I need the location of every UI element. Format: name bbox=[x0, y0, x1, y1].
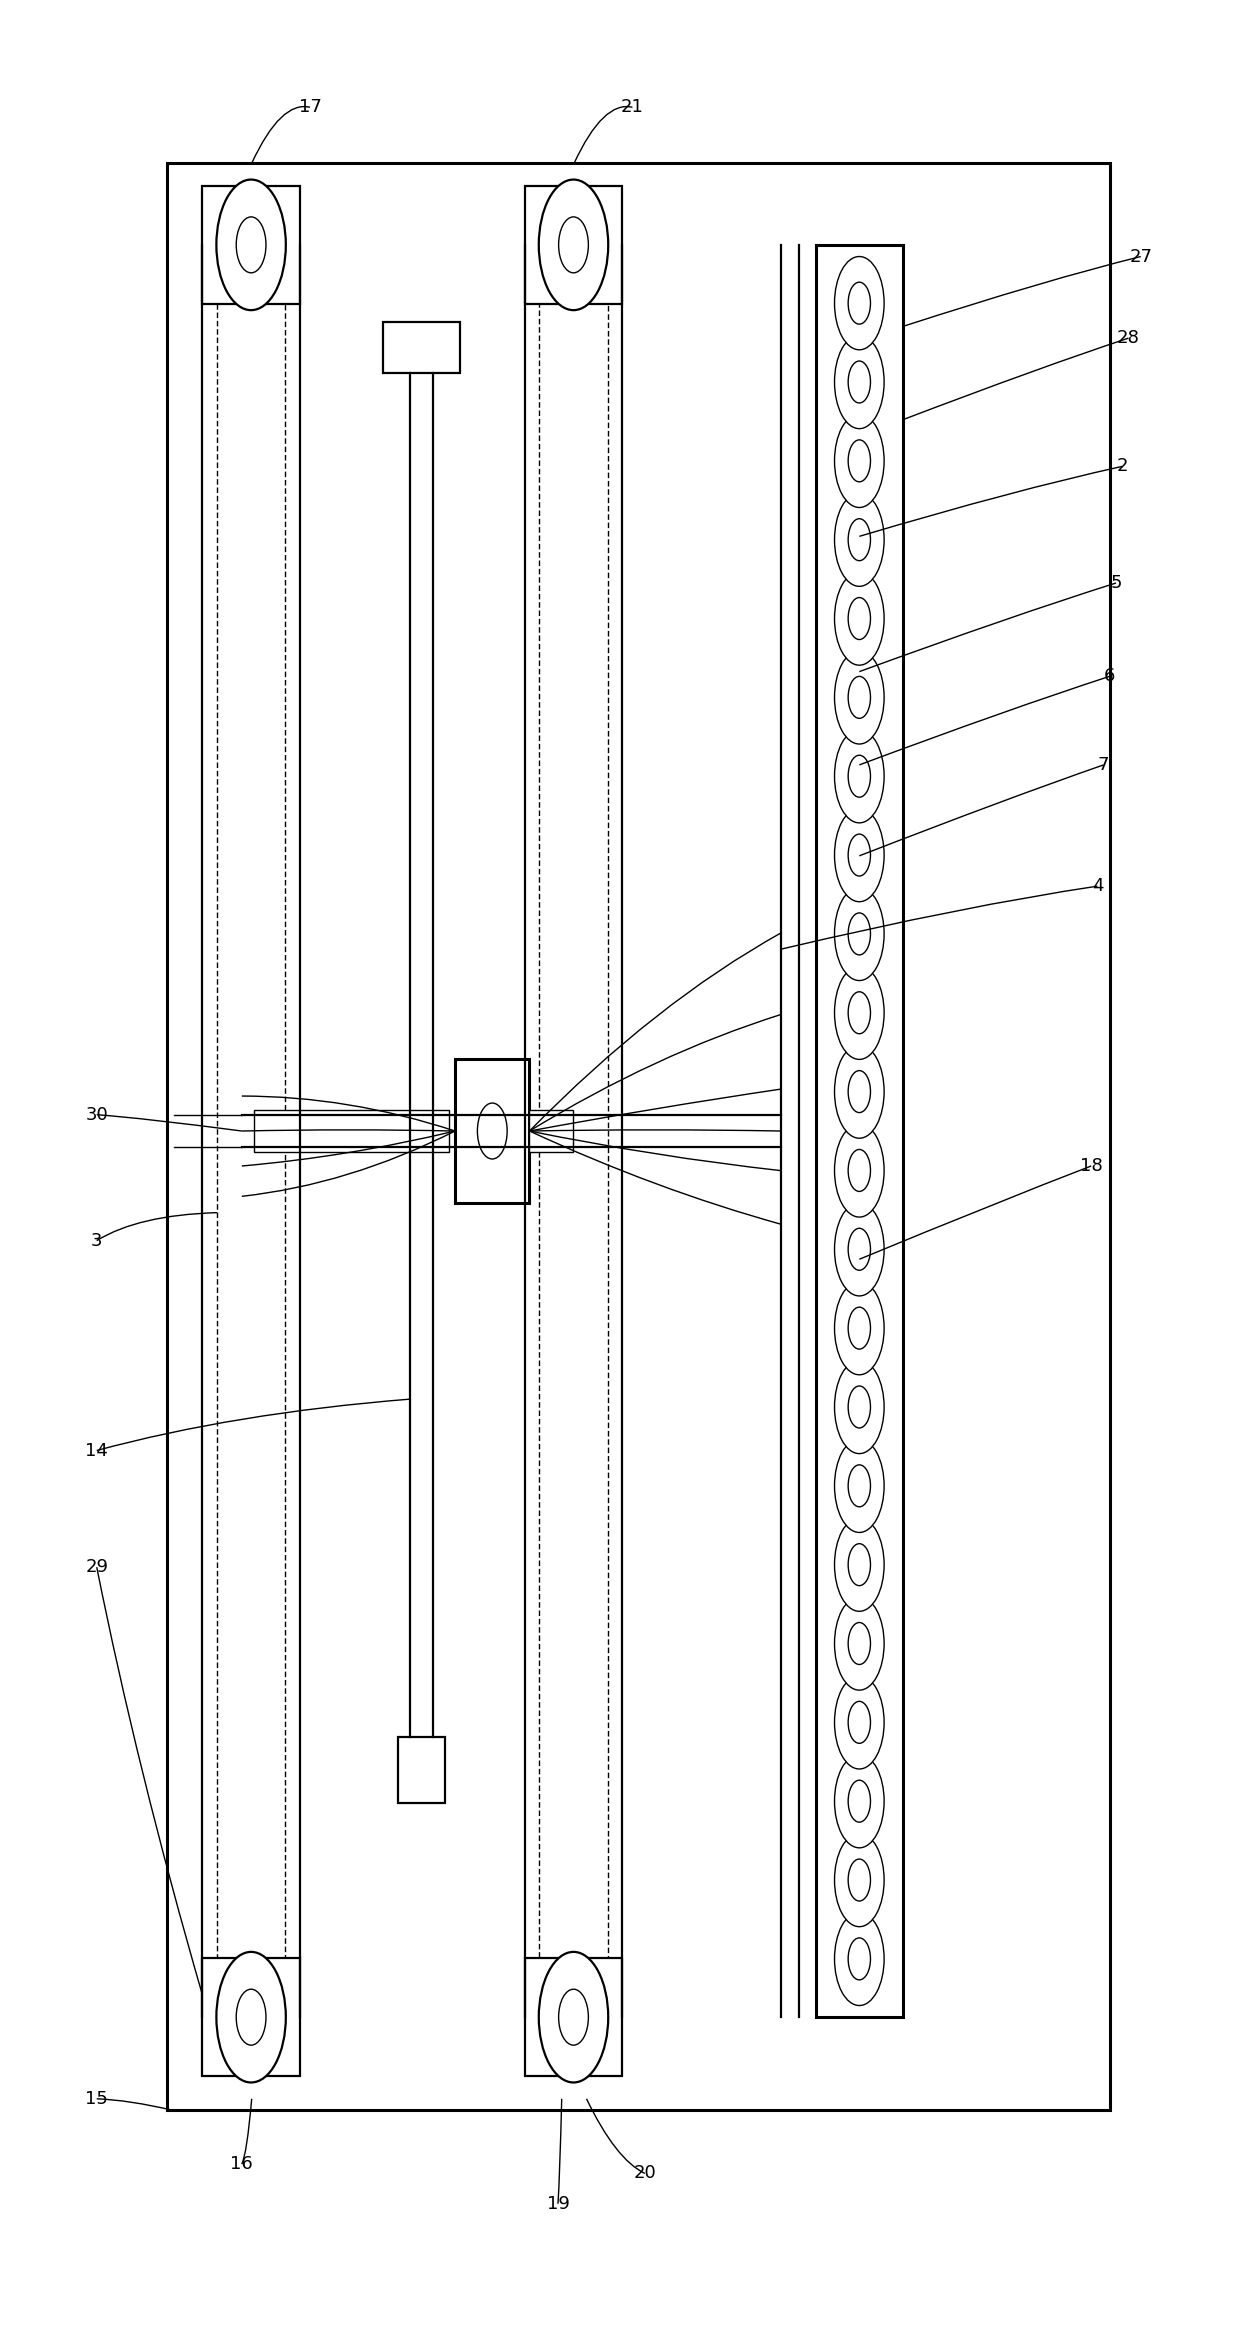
Circle shape bbox=[835, 730, 884, 823]
Bar bbox=[455, 1059, 529, 1203]
Bar bbox=[202, 187, 300, 303]
Text: 5: 5 bbox=[1110, 574, 1122, 592]
Circle shape bbox=[835, 336, 884, 429]
Circle shape bbox=[848, 1623, 870, 1665]
Circle shape bbox=[835, 1833, 884, 1926]
Circle shape bbox=[835, 886, 884, 979]
Circle shape bbox=[835, 1597, 884, 1691]
Text: 19: 19 bbox=[547, 2194, 569, 2213]
Bar bbox=[254, 1110, 449, 1152]
Bar bbox=[816, 245, 903, 2017]
Bar bbox=[202, 1959, 300, 2075]
Text: 16: 16 bbox=[231, 2155, 253, 2173]
Circle shape bbox=[848, 756, 870, 798]
Circle shape bbox=[835, 1754, 884, 1847]
Circle shape bbox=[835, 257, 884, 350]
Circle shape bbox=[835, 1203, 884, 1297]
Bar bbox=[525, 187, 622, 303]
Text: 28: 28 bbox=[1117, 329, 1140, 347]
Circle shape bbox=[848, 991, 870, 1033]
Bar bbox=[383, 322, 460, 373]
Circle shape bbox=[835, 1283, 884, 1376]
Text: 18: 18 bbox=[1080, 1157, 1102, 1175]
Circle shape bbox=[237, 1989, 267, 2045]
Text: 14: 14 bbox=[86, 1441, 108, 1460]
Circle shape bbox=[848, 1859, 870, 1901]
Circle shape bbox=[848, 361, 870, 403]
Text: 15: 15 bbox=[86, 2089, 108, 2108]
Circle shape bbox=[848, 1150, 870, 1192]
Circle shape bbox=[835, 1439, 884, 1532]
Text: 3: 3 bbox=[91, 1231, 103, 1250]
Circle shape bbox=[835, 492, 884, 585]
Circle shape bbox=[835, 1518, 884, 1611]
Text: 20: 20 bbox=[634, 2164, 656, 2183]
Circle shape bbox=[558, 217, 588, 273]
Circle shape bbox=[848, 1544, 870, 1586]
Circle shape bbox=[848, 441, 870, 483]
Text: 4: 4 bbox=[1091, 877, 1104, 895]
Bar bbox=[167, 163, 1110, 2110]
Circle shape bbox=[848, 282, 870, 324]
Circle shape bbox=[237, 217, 267, 273]
Circle shape bbox=[558, 1989, 588, 2045]
Circle shape bbox=[848, 676, 870, 718]
Circle shape bbox=[835, 1360, 884, 1453]
Circle shape bbox=[848, 1308, 870, 1350]
Circle shape bbox=[835, 651, 884, 744]
Bar bbox=[529, 1110, 573, 1152]
Text: 21: 21 bbox=[621, 98, 644, 117]
Text: 29: 29 bbox=[86, 1558, 108, 1576]
Circle shape bbox=[835, 1045, 884, 1138]
Circle shape bbox=[835, 1677, 884, 1770]
Text: 17: 17 bbox=[299, 98, 321, 117]
Circle shape bbox=[217, 1952, 286, 2082]
Text: 7: 7 bbox=[1097, 756, 1110, 774]
Circle shape bbox=[477, 1103, 507, 1159]
Text: 27: 27 bbox=[1130, 247, 1152, 266]
Circle shape bbox=[848, 1385, 870, 1427]
Circle shape bbox=[848, 1229, 870, 1271]
Circle shape bbox=[848, 1938, 870, 1980]
Circle shape bbox=[848, 1070, 870, 1112]
Circle shape bbox=[848, 597, 870, 639]
Circle shape bbox=[538, 180, 609, 310]
Circle shape bbox=[538, 1952, 609, 2082]
Circle shape bbox=[848, 1702, 870, 1744]
Circle shape bbox=[848, 912, 870, 954]
Circle shape bbox=[848, 835, 870, 877]
Bar bbox=[525, 1959, 622, 2075]
Circle shape bbox=[848, 1464, 870, 1506]
Text: 30: 30 bbox=[86, 1105, 108, 1124]
Circle shape bbox=[835, 1124, 884, 1217]
Circle shape bbox=[835, 809, 884, 902]
Bar bbox=[398, 1737, 445, 1803]
Circle shape bbox=[835, 965, 884, 1059]
Circle shape bbox=[835, 571, 884, 665]
Circle shape bbox=[848, 1779, 870, 1821]
Text: 6: 6 bbox=[1104, 667, 1116, 686]
Circle shape bbox=[835, 1912, 884, 2006]
Circle shape bbox=[835, 415, 884, 508]
Bar bbox=[217, 245, 285, 2017]
Bar bbox=[539, 245, 608, 2017]
Circle shape bbox=[217, 180, 286, 310]
Circle shape bbox=[848, 518, 870, 560]
Text: 2: 2 bbox=[1116, 457, 1128, 476]
